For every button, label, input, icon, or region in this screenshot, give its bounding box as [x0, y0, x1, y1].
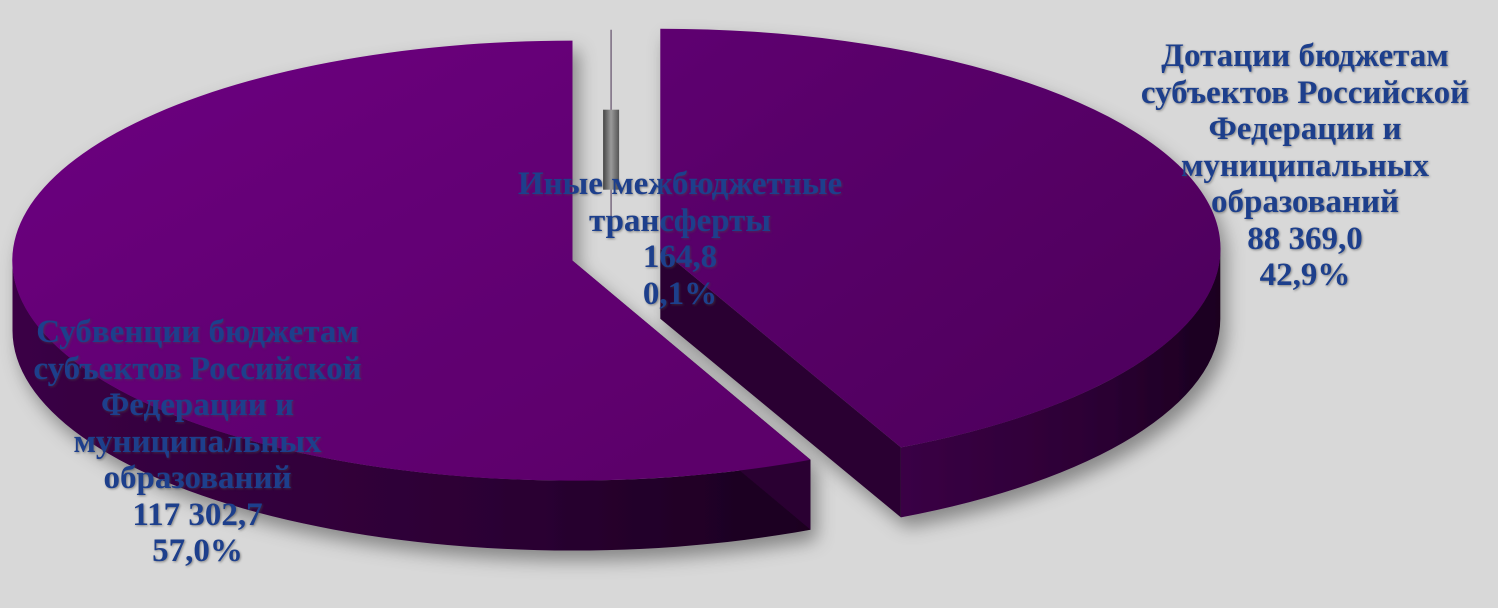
slice-label-dotacii: Дотации бюджетам субъектов Российской Фе… — [1115, 38, 1495, 294]
slice-label-subvencii-line-3: Федерации и — [100, 387, 295, 423]
pie-slice-inye-sliver — [603, 109, 620, 190]
slice-label-dotacii-line-3: Федерации и — [1208, 111, 1402, 147]
slice-label-subvencii-line-5: образований — [103, 460, 292, 496]
slice-percent-subvencii: 57,0% — [152, 533, 243, 569]
slice-label-dotacii-line-2: субъектов Российской — [1140, 74, 1470, 111]
slice-percent-inye: 0,1% — [642, 275, 718, 312]
slice-value-dotacii: 88 369,0 — [1247, 220, 1363, 257]
slice-label-subvencii: Субвенции бюджетам субъектов Российской … — [0, 314, 395, 570]
slice-label-inye-line-1: Иные межбюджетные — [517, 166, 843, 202]
pie-slice-subvencii-side — [12, 260, 811, 551]
pie-slice-dotacii-side — [900, 248, 1221, 518]
slice-label-inye: Иные межбюджетные трансферты 164,8 0,1% — [490, 166, 870, 312]
pie-slice-subvencii-top — [12, 40, 811, 481]
pie-slice-inye — [603, 29, 620, 230]
pie-slice-subvencii — [12, 40, 811, 551]
pie-slice-dotacii-top — [660, 28, 1221, 448]
slice-label-subvencii-line-4: муниципальных — [73, 423, 322, 460]
slice-label-inye-line-2: трансферты — [588, 202, 772, 239]
slice-percent-dotacii: 42,9% — [1259, 257, 1351, 293]
slice-value-subvencii: 117 302,7 — [132, 496, 263, 533]
slice-value-inye: 164,8 — [642, 239, 718, 275]
slice-label-subvencii-line-1: Субвенции бюджетам — [36, 314, 359, 350]
slice-label-subvencii-line-2: субъектов Российской — [33, 350, 362, 387]
slice-label-dotacii-line-4: муниципальных — [1180, 147, 1430, 184]
pie-slice-dotacii — [660, 28, 1221, 518]
slice-label-dotacii-line-5: образований — [1211, 184, 1399, 220]
pie-slice-dotacii-cut-wall-2 — [660, 248, 901, 518]
slice-label-dotacii-line-1: Дотации бюджетам — [1161, 38, 1449, 74]
